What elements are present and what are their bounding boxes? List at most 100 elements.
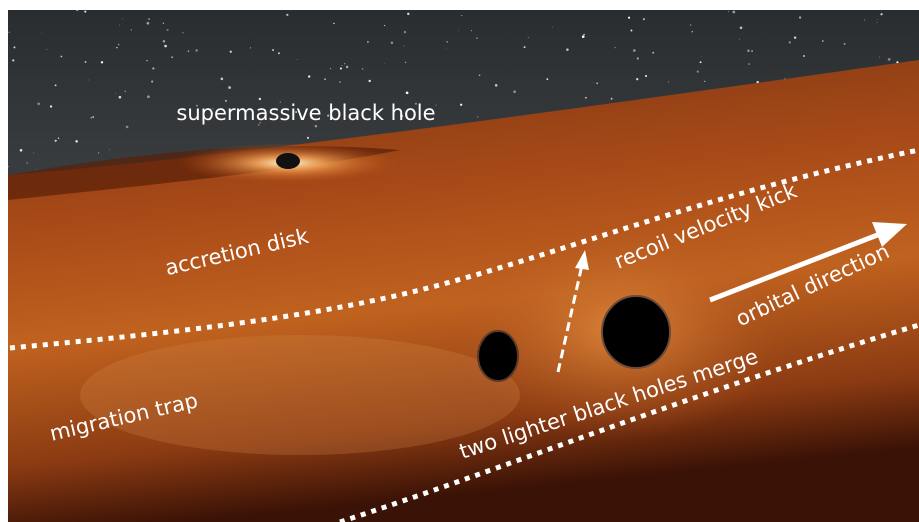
star xyxy=(376,116,377,118)
star xyxy=(405,91,409,95)
star xyxy=(645,74,648,77)
star xyxy=(46,48,48,50)
star xyxy=(277,52,280,55)
star xyxy=(581,35,585,38)
star xyxy=(668,81,670,83)
star xyxy=(400,117,403,119)
star xyxy=(90,117,93,119)
star xyxy=(13,46,16,49)
supermassive-hole xyxy=(276,153,300,169)
star xyxy=(162,40,166,43)
star xyxy=(146,59,148,62)
star xyxy=(738,38,740,40)
star xyxy=(124,90,127,93)
star xyxy=(286,13,289,16)
star xyxy=(171,56,174,59)
star xyxy=(478,74,481,77)
star xyxy=(118,95,122,99)
star xyxy=(368,79,371,83)
star xyxy=(476,37,478,39)
star xyxy=(100,61,104,64)
star xyxy=(151,80,154,83)
star xyxy=(117,43,120,46)
star xyxy=(187,50,190,52)
star xyxy=(333,22,335,25)
star xyxy=(403,45,405,47)
star xyxy=(12,59,15,62)
star xyxy=(802,54,805,58)
star xyxy=(146,21,150,25)
star xyxy=(636,77,639,81)
swirl xyxy=(80,335,520,455)
star xyxy=(182,32,184,34)
star xyxy=(57,137,60,139)
star xyxy=(704,80,706,82)
star xyxy=(747,49,750,53)
label: supermassive black hole xyxy=(176,101,435,125)
star xyxy=(339,81,341,83)
star xyxy=(118,24,120,26)
star xyxy=(494,84,498,87)
star xyxy=(843,42,846,45)
star xyxy=(864,19,866,21)
star xyxy=(121,18,123,20)
star xyxy=(696,70,699,73)
star xyxy=(324,78,326,81)
star xyxy=(390,41,394,45)
star xyxy=(212,108,214,110)
star xyxy=(788,41,791,44)
star xyxy=(822,40,824,42)
star xyxy=(460,103,463,106)
star xyxy=(751,50,753,52)
star xyxy=(258,97,262,101)
star xyxy=(152,67,155,70)
star xyxy=(446,41,448,43)
star xyxy=(798,16,802,19)
star xyxy=(116,46,118,49)
star xyxy=(732,10,736,14)
star xyxy=(88,79,90,81)
star xyxy=(8,31,10,34)
star xyxy=(642,18,645,21)
star xyxy=(384,63,385,64)
star xyxy=(630,29,633,32)
star xyxy=(470,30,472,32)
star xyxy=(748,63,750,65)
star xyxy=(166,28,169,31)
star xyxy=(147,95,150,99)
star xyxy=(793,36,797,39)
star xyxy=(148,18,150,20)
star xyxy=(461,15,463,16)
star xyxy=(295,111,298,113)
orbit-arrow xyxy=(709,231,881,303)
arrow-head xyxy=(575,250,589,270)
star xyxy=(250,47,252,49)
star xyxy=(699,61,702,64)
star xyxy=(614,47,616,49)
star xyxy=(33,152,35,154)
star xyxy=(75,140,78,143)
star xyxy=(164,44,167,48)
star xyxy=(552,26,553,28)
star xyxy=(366,40,369,43)
star xyxy=(345,65,349,69)
star xyxy=(98,152,100,154)
star xyxy=(306,136,310,139)
star xyxy=(308,75,311,78)
star xyxy=(259,122,261,124)
star xyxy=(296,58,298,60)
star xyxy=(279,101,281,103)
star xyxy=(727,11,729,13)
star xyxy=(49,105,53,108)
star xyxy=(7,165,9,168)
star xyxy=(228,86,232,89)
star xyxy=(566,48,569,51)
star xyxy=(341,65,343,67)
star xyxy=(636,57,639,60)
star xyxy=(60,55,63,58)
star xyxy=(76,9,79,12)
star xyxy=(327,114,330,117)
star xyxy=(130,29,133,31)
kick-arrow xyxy=(556,264,584,373)
star xyxy=(36,169,37,171)
